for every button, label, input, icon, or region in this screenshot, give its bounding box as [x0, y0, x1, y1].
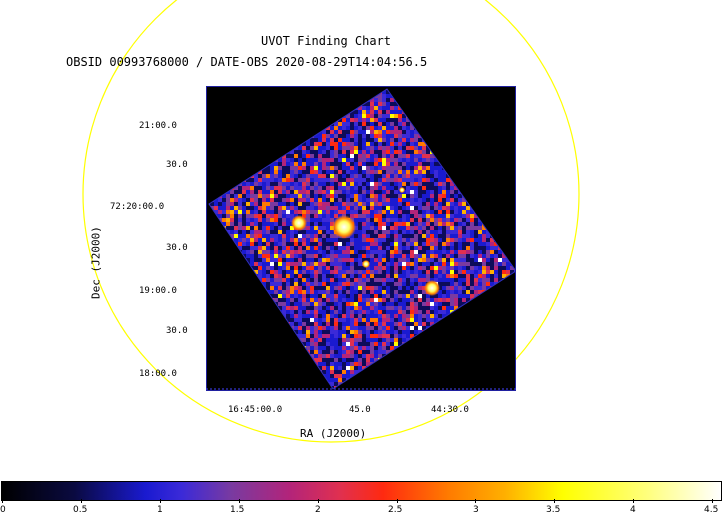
bright-source	[332, 215, 356, 239]
bright-source	[291, 215, 307, 231]
y-tick-label: 72:20:00.0	[110, 202, 165, 212]
colorbar-tick	[81, 499, 82, 503]
y-tick-label: 21:00.0	[139, 121, 177, 131]
y-tick-label: 18:00.0	[139, 369, 177, 379]
colorbar	[1, 481, 722, 501]
colorbar-tick	[2, 499, 3, 503]
colorbar-tick	[712, 499, 713, 503]
colorbar-tick-label: 4	[630, 505, 636, 515]
colorbar-tick	[318, 499, 319, 503]
colorbar-tick-label: 1.5	[230, 505, 245, 515]
y-tick-label: 30.0	[166, 160, 188, 170]
colorbar-tick	[239, 499, 240, 503]
chart-title: UVOT Finding Chart	[260, 34, 392, 48]
image-panel	[206, 86, 516, 391]
image-border	[208, 88, 516, 390]
colorbar-tick-label: 2.5	[388, 505, 403, 515]
colorbar-tick-label: 0	[0, 505, 6, 515]
colorbar-tick	[475, 499, 476, 503]
colorbar-tick	[554, 499, 555, 503]
colorbar-tick-label: 4.5	[704, 505, 719, 515]
colorbar-tick-label: 1	[157, 505, 163, 515]
colorbar-tick-label: 2	[315, 505, 321, 515]
colorbar-tick	[160, 499, 161, 503]
faint-source	[399, 187, 405, 193]
colorbar-tick	[397, 499, 398, 503]
faint-source	[362, 260, 370, 268]
image-frame	[206, 86, 516, 391]
x-tick-label: 45.0	[349, 405, 371, 415]
x-tick-label: 16:45:00.0	[228, 405, 283, 415]
y-tick-label: 30.0	[166, 326, 188, 336]
colorbar-tick-label: 3	[473, 505, 479, 515]
sky-image	[206, 86, 516, 391]
colorbar-tick-label: 0.5	[73, 505, 88, 515]
x-tick-label: 44:30.0	[431, 405, 469, 415]
sources-layer	[291, 187, 440, 296]
chart-subtitle: OBSID 00993768000 / DATE-OBS 2020-08-29T…	[66, 55, 428, 69]
colorbar-tick	[633, 499, 634, 503]
y-tick-label: 19:00.0	[139, 286, 177, 296]
finding-circle	[82, 0, 580, 443]
colorbar-tick-label: 3.5	[546, 505, 561, 515]
y-axis-label: Dec (J2000)	[89, 226, 103, 299]
y-tick-label: 30.0	[166, 243, 188, 253]
bright-source	[424, 280, 440, 296]
x-axis-label: RA (J2000)	[300, 427, 367, 440]
noise-field	[209, 89, 516, 389]
